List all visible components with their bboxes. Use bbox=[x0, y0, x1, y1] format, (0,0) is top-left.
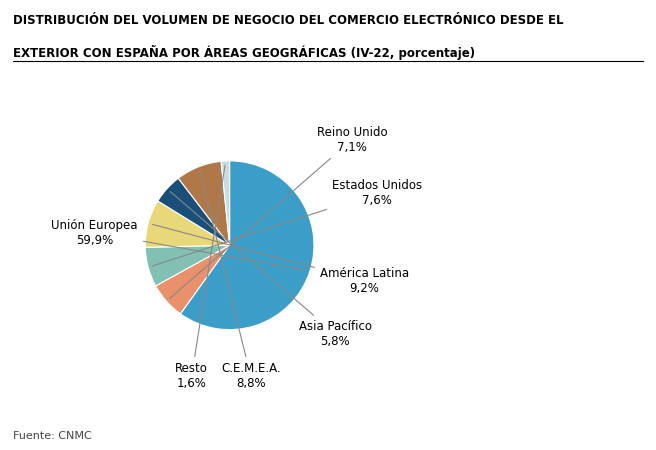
Text: Asia Pacífico
5,8%: Asia Pacífico 5,8% bbox=[171, 192, 371, 348]
Wedge shape bbox=[180, 161, 314, 329]
Wedge shape bbox=[221, 161, 230, 245]
Text: América Latina
9,2%: América Latina 9,2% bbox=[152, 225, 409, 295]
Wedge shape bbox=[145, 245, 230, 286]
Text: Fuente: CNMC: Fuente: CNMC bbox=[13, 431, 92, 441]
Text: Unión Europea
59,9%: Unión Europea 59,9% bbox=[51, 219, 306, 270]
Wedge shape bbox=[155, 245, 230, 314]
Text: Reino Unido
7,1%: Reino Unido 7,1% bbox=[170, 126, 387, 298]
Wedge shape bbox=[158, 178, 230, 245]
Text: C.E.M.E.A.
8,8%: C.E.M.E.A. 8,8% bbox=[200, 171, 281, 390]
Wedge shape bbox=[145, 201, 230, 248]
Wedge shape bbox=[178, 161, 230, 245]
Text: Resto
1,6%: Resto 1,6% bbox=[175, 166, 225, 390]
Text: Estados Unidos
7,6%: Estados Unidos 7,6% bbox=[152, 179, 422, 266]
Text: DISTRIBUCIÓN DEL VOLUMEN DE NEGOCIO DEL COMERCIO ELECTRÓNICO DESDE EL: DISTRIBUCIÓN DEL VOLUMEN DE NEGOCIO DEL … bbox=[13, 14, 564, 27]
Text: EXTERIOR CON ESPAÑA POR ÁREAS GEOGRÁFICAS (IV-22, porcentaje): EXTERIOR CON ESPAÑA POR ÁREAS GEOGRÁFICA… bbox=[13, 45, 475, 60]
